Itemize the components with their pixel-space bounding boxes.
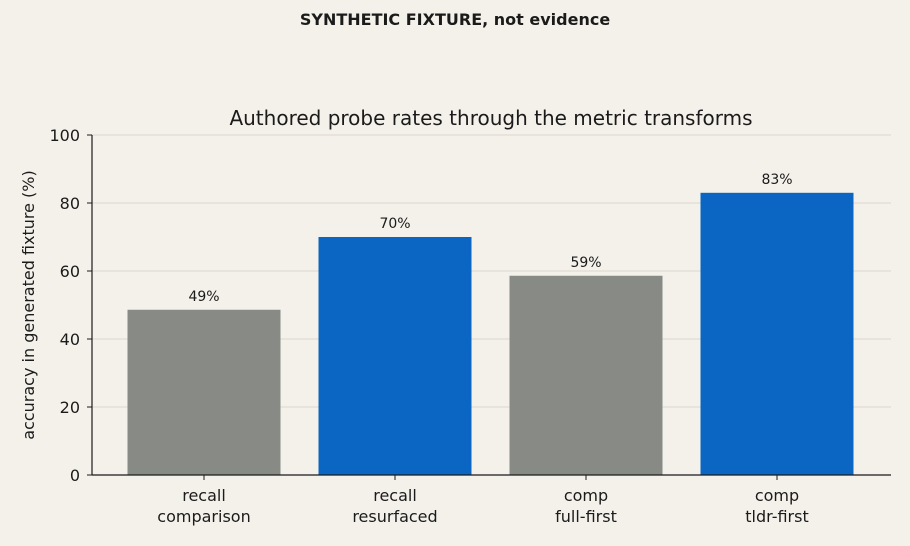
x-tick-label-0-0: recall (182, 486, 226, 505)
data-label-1: 70% (379, 216, 410, 232)
x-tick-label-1-0: recall (373, 486, 417, 505)
data-label-3: 83% (761, 172, 792, 188)
chart-title: Authored probe rates through the metric … (229, 106, 752, 130)
y-tick-label: 60 (60, 262, 80, 281)
labels: 0 20 40 60 80 100 49% recall comparison 70% recall… (49, 126, 808, 526)
x-tick-label-3-0: comp (755, 486, 799, 505)
x-tick-label-1-1: resurfaced (352, 507, 437, 526)
x-tick-label-3-1: tldr-first (745, 507, 808, 526)
y-tick-label: 100 (49, 126, 80, 145)
y-tick-label: 80 (60, 194, 80, 213)
data-label-2: 59% (570, 255, 601, 271)
x-tick-label-2-0: comp (564, 486, 608, 505)
bar-1 (318, 237, 472, 475)
y-tick-label: 0 (70, 466, 80, 485)
x-tick-label-2-1: full-first (555, 507, 617, 526)
bar-2 (509, 275, 663, 475)
y-tick-label: 40 (60, 330, 80, 349)
y-axis-label: accuracy in generated fixture (%) (19, 170, 38, 439)
bar-3 (700, 192, 854, 476)
y-tick-label: 20 (60, 398, 80, 417)
figure-supertitle: SYNTHETIC FIXTURE, not evidence (300, 10, 610, 29)
data-label-0: 49% (188, 289, 219, 305)
bars (127, 192, 854, 476)
x-tick-label-0-1: comparison (157, 507, 250, 526)
bar-0 (127, 309, 281, 475)
axes (87, 134, 891, 480)
